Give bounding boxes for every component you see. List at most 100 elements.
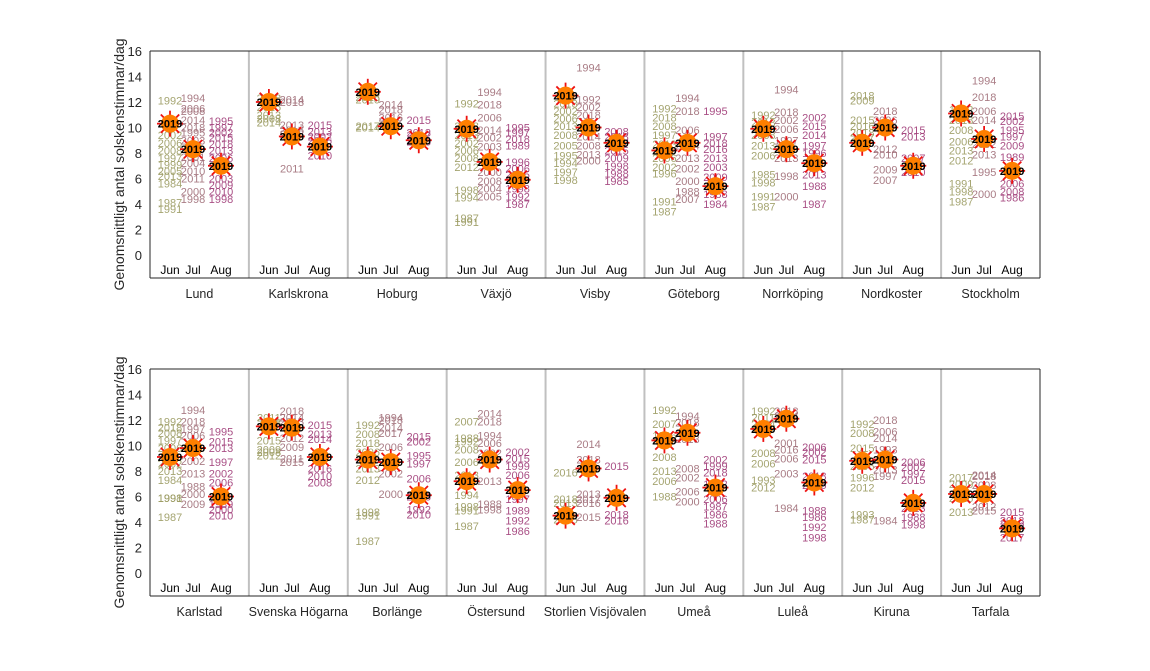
year-label: 2010 <box>873 149 897 161</box>
year-label: 2016 <box>703 144 727 156</box>
station-group: JunJulAugGöteborg19922018200819972013200… <box>651 93 729 301</box>
year-label: 1999 <box>703 461 727 473</box>
year-label: 1998 <box>553 175 577 187</box>
station-group: JunJulAugKiruna1992200820152006199620121… <box>849 415 927 619</box>
highlight-year-label: 2019 <box>802 158 826 170</box>
sun-disc <box>409 486 428 505</box>
sun-disc <box>706 177 725 196</box>
year-label: 1996 <box>652 168 676 180</box>
year-label: 2006 <box>774 124 798 136</box>
month-tick-label: Jul <box>878 263 893 277</box>
year-label: 2002 <box>181 456 205 468</box>
sun-disc <box>607 133 626 152</box>
year-label: 2000 <box>181 186 205 198</box>
year-label: 2002 <box>407 437 431 449</box>
highlight-year-label: 2019 <box>257 421 281 433</box>
year-label: 2000 <box>379 489 403 501</box>
year-label: 2018 <box>181 416 205 428</box>
year-label: 1987 <box>505 199 529 211</box>
sun-disc <box>706 478 725 497</box>
year-label: 2003 <box>774 469 798 481</box>
year-label: 2006 <box>379 442 403 454</box>
year-label: 2015 <box>1000 111 1024 123</box>
sun-marker-2019: 2019 <box>405 482 432 509</box>
year-label: 2018 <box>477 100 501 112</box>
sun-marker-2019: 2019 <box>971 125 998 152</box>
year-label: 2014 <box>181 115 205 127</box>
year-label: 2008 <box>181 106 205 118</box>
month-tick-label: Aug <box>408 263 429 277</box>
sun-disc <box>655 141 674 160</box>
year-label: 2006 <box>158 138 182 150</box>
sun-marker-2019: 2019 <box>971 480 998 507</box>
month-tick-label: Aug <box>903 581 924 595</box>
month-tick-label: Aug <box>606 581 627 595</box>
month-tick-label: Aug <box>507 263 528 277</box>
sun-disc <box>556 86 575 105</box>
highlight-year-label: 2019 <box>308 142 332 154</box>
year-label: 1992 <box>850 419 874 431</box>
month-tick-label: Jun <box>556 263 575 277</box>
highlight-year-label: 2019 <box>454 124 478 136</box>
year-label: 2012 <box>873 144 897 156</box>
month-tick-label: Aug <box>507 581 528 595</box>
year-label: 2002 <box>703 455 727 467</box>
year-label: 1988 <box>181 481 205 493</box>
year-label: 2012 <box>356 475 380 487</box>
year-label: 2015 <box>901 475 925 487</box>
highlight-year-label: 2019 <box>675 428 699 440</box>
sun-marker-2019: 2019 <box>180 435 206 462</box>
sun-marker-2019: 2019 <box>674 419 701 446</box>
year-label: 1992 <box>505 191 529 203</box>
year-label: 1994 <box>675 411 699 423</box>
month-tick-label: Aug <box>408 581 429 595</box>
year-label: 2000 <box>209 504 233 516</box>
year-label: 2008 <box>850 428 874 440</box>
highlight-year-label: 2019 <box>356 455 380 467</box>
year-label: 1985 <box>604 176 628 188</box>
station-group: JunJulAugNorrköping199220182008201320061… <box>750 84 828 301</box>
sun-disc <box>904 156 923 175</box>
sun-disc <box>161 114 179 133</box>
year-label: 2001 <box>774 438 798 450</box>
year-label: 2014 <box>802 130 826 142</box>
year-label: 2016 <box>604 516 628 528</box>
year-label: 2014 <box>477 409 501 421</box>
year-label: 2017 <box>356 121 380 133</box>
year-label: 1986 <box>1000 193 1024 205</box>
highlight-year-label: 2019 <box>181 144 205 156</box>
year-label: 1988 <box>802 181 826 193</box>
year-label: 2014 <box>257 117 281 129</box>
year-label: 1994 <box>181 405 205 417</box>
year-label: 2018 <box>379 415 403 427</box>
year-label: 2010 <box>209 186 233 198</box>
sun-marker-2019: 2019 <box>157 110 183 137</box>
year-label: 2013 <box>257 110 281 122</box>
sun-disc <box>161 447 179 466</box>
year-label: 2013 <box>576 489 600 501</box>
y-tick-label: 4 <box>135 515 142 530</box>
station-group: JunJulAugBorlänge19922008201820062013201… <box>354 412 432 619</box>
year-label: 2015 <box>209 133 233 145</box>
year-label: 2016 <box>576 498 600 510</box>
year-label: 2006 <box>454 457 478 469</box>
station-label: Karlskrona <box>268 287 328 301</box>
year-label: 1991 <box>158 204 182 216</box>
year-label: 2015 <box>1000 507 1024 519</box>
year-label: 1984 <box>158 179 182 191</box>
year-label: 2010 <box>308 471 332 483</box>
year-label: 2010 <box>181 166 205 178</box>
sun-disc <box>1003 519 1022 538</box>
station-label: Östersund <box>467 605 525 619</box>
year-label: 2013 <box>703 153 727 165</box>
sun-disc <box>975 129 994 148</box>
year-label: 2015 <box>308 420 332 432</box>
year-label: 2005 <box>158 166 182 178</box>
station-label: Visby <box>580 287 611 301</box>
y-tick-label: 14 <box>128 70 142 85</box>
year-label: 1997 <box>652 130 676 142</box>
year-label: 1992 <box>505 516 529 528</box>
